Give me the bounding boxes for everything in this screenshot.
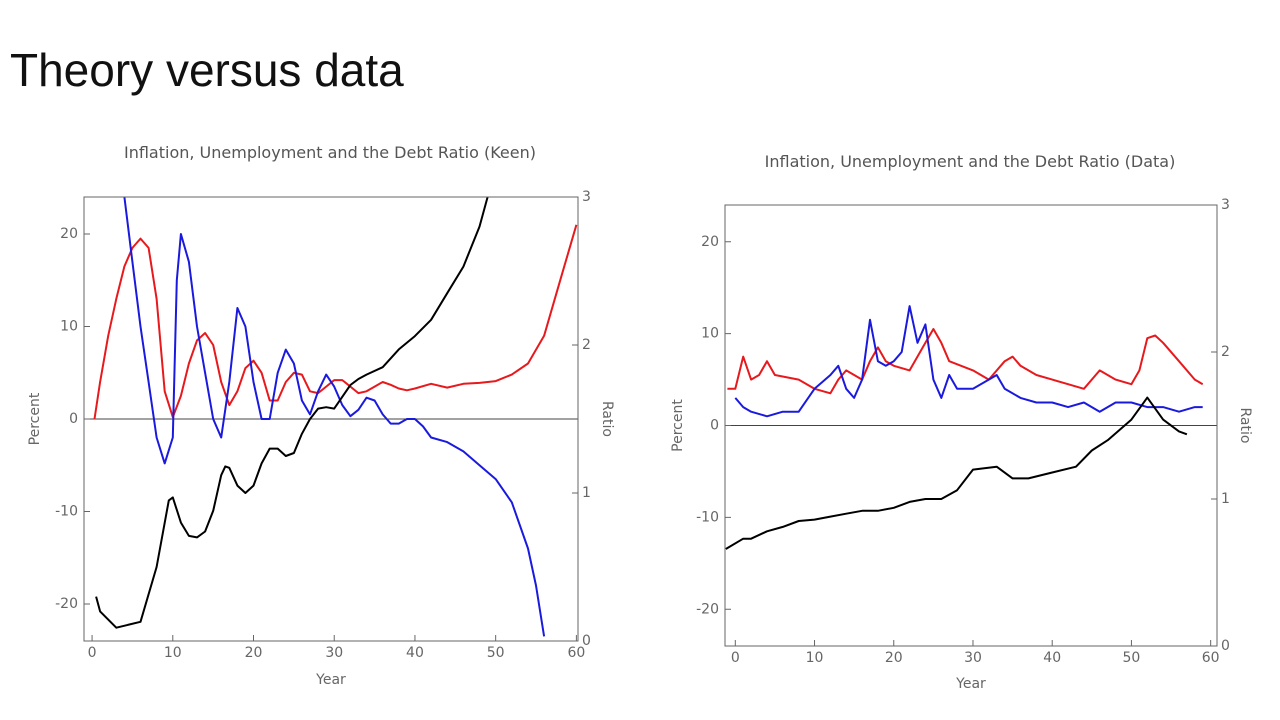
chart: 0 10 20 30 40 50 60 -20 -10 0 10 20 0 1 2 3 Inflation, U… [27,143,615,688]
x-tick-label: 0 [731,650,740,666]
x-tick-label: 0 [88,645,97,661]
x-tick-label: 40 [406,645,424,661]
y2-tick-label: 1 [1221,491,1230,507]
y-tick-label: -20 [696,601,719,617]
y2-axis-label: Ratio [599,401,615,437]
y-tick-label: -10 [696,509,719,525]
y2-tick-label: 3 [1221,197,1230,213]
y2-tick-label: 0 [582,633,591,649]
x-tick-label: 50 [487,645,505,661]
y-tick-label: -10 [55,504,78,520]
y-tick-label: 20 [701,234,719,250]
series-line [95,197,489,629]
x-tick-label: 50 [1123,650,1141,666]
series-line [725,396,1188,550]
y2-tick-label: 1 [582,485,591,501]
x-tick-label: 20 [245,645,263,661]
x-tick-label: 60 [567,645,585,661]
chart: 0 10 20 30 40 50 60 -20 -10 0 10 20 0 1 2 3 Inflation, U… [670,152,1253,692]
slide-title: Theory versus data [10,44,404,96]
y-tick-label: 0 [69,411,78,427]
series-line [727,328,1204,395]
x-tick-label: 20 [885,650,903,666]
chart-title: Inflation, Unemployment and the Debt Rat… [765,152,1176,171]
y2-tick-label: 3 [582,189,591,205]
x-axis-label: Year [315,672,346,688]
series-line [123,197,546,637]
lines [93,197,578,637]
x-tick-label: 10 [806,650,824,666]
series-line [734,305,1203,418]
lines [725,305,1204,550]
x-tick-label: 10 [164,645,182,661]
y-axis-label: Percent [670,399,686,452]
x-tick-label: 40 [1043,650,1061,666]
series-line [93,224,578,420]
y2-tick-label: 2 [582,337,591,353]
x-tick-label: 30 [964,650,982,666]
chart-title: Inflation, Unemployment and the Debt Rat… [124,143,536,162]
y-tick-label: 10 [60,319,78,335]
y-axis-label: Percent [27,392,43,445]
y2-tick-label: 2 [1221,344,1230,360]
y-tick-label: -20 [55,596,78,612]
x-tick-label: 60 [1202,650,1220,666]
y-tick-label: 0 [710,418,719,434]
y-tick-label: 10 [701,326,719,342]
y2-axis-label: Ratio [1237,408,1253,444]
y2-tick-label: 0 [1221,638,1230,654]
y-tick-label: 20 [60,226,78,242]
x-tick-label: 30 [325,645,343,661]
x-axis-label: Year [955,676,986,692]
